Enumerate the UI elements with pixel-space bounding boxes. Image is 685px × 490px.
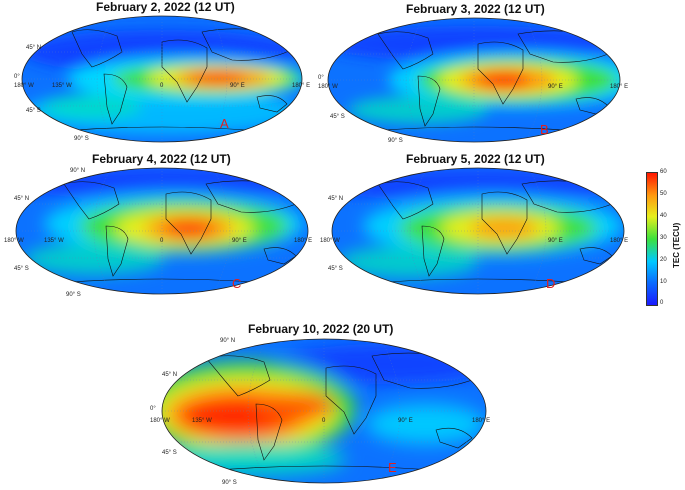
colorbar-tick-40: 40 bbox=[660, 213, 667, 219]
panel-letter-b: B bbox=[540, 122, 549, 137]
map-title-b: February 3, 2022 (12 UT) bbox=[406, 2, 545, 16]
panel-letter-c: C bbox=[232, 276, 242, 291]
colorbar-tick-60: 60 bbox=[660, 169, 667, 175]
colorbar-tick-30: 30 bbox=[660, 235, 667, 241]
lat-label-90s: 90° S bbox=[222, 480, 237, 486]
lon-label-90e: 90° E bbox=[548, 238, 563, 244]
lon-label-0: 0 bbox=[160, 238, 164, 244]
lat-label-90n: 90° N bbox=[220, 338, 235, 344]
lat-label-0: 0° bbox=[150, 406, 156, 412]
lon-label-180e: 180° E bbox=[610, 84, 628, 90]
lat-label-45n: 45° N bbox=[14, 196, 29, 202]
lon-label-180e: 180° E bbox=[292, 83, 310, 89]
lat-label-45s: 45° S bbox=[328, 266, 343, 272]
lon-label-90e: 90° E bbox=[398, 418, 413, 424]
lon-label-135w: 135° W bbox=[192, 418, 212, 424]
panel-letter-e: E bbox=[388, 460, 397, 475]
panel-letter-a: A bbox=[220, 116, 229, 131]
lon-label-0: 0 bbox=[160, 83, 164, 89]
lat-label-45s: 45° S bbox=[330, 114, 345, 120]
lon-label-135w: 135° W bbox=[52, 83, 72, 89]
tec-map-c: 90° N 45° N 180° W 135° W 0 90° E 180° E… bbox=[4, 167, 312, 298]
tec-map-e: 90° N 45° N 0° 180° W 135° W 0 90° E 180… bbox=[150, 338, 490, 486]
lat-label-90s: 90° S bbox=[74, 136, 89, 142]
lat-label-45n: 45° N bbox=[26, 45, 41, 51]
colorbar-tick-0: 0 bbox=[660, 300, 664, 306]
lat-label-45s: 45° S bbox=[162, 450, 177, 456]
lon-label-180e: 180° E bbox=[472, 418, 490, 424]
colorbar-tick-20: 20 bbox=[660, 257, 667, 263]
lat-label-45s: 45° S bbox=[14, 266, 29, 272]
lon-label-180w: 180° W bbox=[150, 418, 170, 424]
map-title-e: February 10, 2022 (20 UT) bbox=[248, 322, 394, 336]
lon-label-180e: 180° E bbox=[610, 238, 628, 244]
colorbar-tick-10: 10 bbox=[660, 279, 667, 285]
lon-label-0: 0 bbox=[322, 418, 326, 424]
lat-label-90s: 90° S bbox=[388, 138, 403, 144]
lat-label-0: 0° bbox=[14, 74, 20, 80]
map-title-d: February 5, 2022 (12 UT) bbox=[406, 152, 545, 166]
lat-label-90s: 90° S bbox=[66, 292, 81, 298]
lon-label-180w: 180° W bbox=[14, 83, 34, 89]
lat-label-45s: 45° S bbox=[26, 108, 41, 114]
lon-label-180w: 180° W bbox=[320, 238, 340, 244]
map-title-a: February 2, 2022 (12 UT) bbox=[96, 0, 235, 14]
lon-label-135w: 135° W bbox=[44, 238, 64, 244]
colorbar bbox=[646, 172, 658, 306]
map-title-c: February 4, 2022 (12 UT) bbox=[92, 152, 231, 166]
lat-label-45n: 45° N bbox=[328, 196, 343, 202]
lon-label-180w: 180° W bbox=[318, 84, 338, 90]
tec-map-d: 45° N 180° W 90° E 180° E 45° S bbox=[320, 167, 628, 295]
lat-label-90n: 90° N bbox=[70, 168, 85, 174]
panel-letter-d: D bbox=[546, 276, 556, 291]
tec-map-b: 0° 180° W 45° S 90° E 180° E 90° S bbox=[318, 17, 628, 144]
lat-label-0: 0° bbox=[318, 75, 324, 81]
lon-label-90e: 90° E bbox=[230, 83, 245, 89]
lon-label-90e: 90° E bbox=[548, 84, 563, 90]
tec-map-a: 45° N 0° 180° W 135° W 0 90° E 180° E 45… bbox=[14, 15, 310, 143]
colorbar-tick-50: 50 bbox=[660, 191, 667, 197]
lon-label-180e: 180° E bbox=[294, 238, 312, 244]
lat-label-45n: 45° N bbox=[162, 372, 177, 378]
lon-label-90e: 90° E bbox=[232, 238, 247, 244]
colorbar-title: TEC (TECU) bbox=[672, 222, 681, 268]
lon-label-180w: 180° W bbox=[4, 238, 24, 244]
